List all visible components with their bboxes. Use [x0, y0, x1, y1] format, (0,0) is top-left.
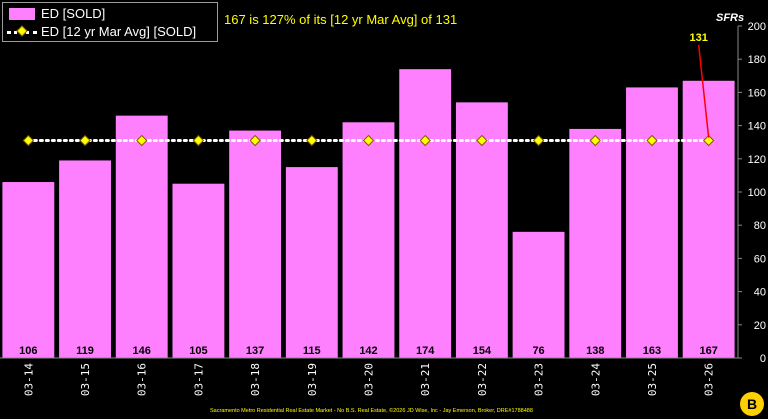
bar-03-24 — [569, 128, 622, 358]
average-marker-03-22 — [476, 134, 488, 147]
x-tick-label-03-18: 03-18 — [249, 363, 262, 396]
y-tick-label-200: 200 — [748, 21, 766, 33]
bar-03-19 — [285, 167, 338, 358]
bar-03-18 — [229, 130, 282, 358]
y-tick-label-40: 40 — [754, 287, 766, 299]
bar-label-03-16: 146 — [133, 345, 151, 357]
average-marker-03-17 — [192, 134, 205, 147]
legend: ED [SOLD] ED [12 yr Mar Avg] [SOLD] — [2, 2, 218, 42]
y-tick-label-100: 100 — [748, 187, 766, 199]
bar-label-03-23: 76 — [532, 345, 544, 357]
legend-swatch-bar — [9, 8, 35, 20]
callout-label: 131 — [689, 32, 707, 44]
chart-annotation: 167 is 127% of its [12 yr Mar Avg] of 13… — [224, 12, 458, 27]
x-tick-label-03-24: 03-24 — [589, 363, 602, 396]
x-tick-label-03-26: 03-26 — [703, 363, 716, 396]
bar-label-03-20: 142 — [359, 345, 377, 357]
x-tick-label-03-16: 03-16 — [136, 363, 149, 396]
x-tick-label-03-17: 03-17 — [192, 363, 205, 396]
y-tick-label-180: 180 — [748, 54, 766, 66]
x-tick-label-03-23: 03-23 — [533, 363, 546, 396]
average-line-group — [22, 134, 715, 147]
bar-03-16 — [115, 115, 168, 358]
average-marker-03-21 — [419, 134, 431, 147]
x-tick-label-03-21: 03-21 — [419, 363, 432, 396]
bar-03-17 — [172, 183, 225, 358]
average-marker-03-14 — [22, 134, 35, 147]
bar-label-03-19: 115 — [303, 345, 321, 357]
average-marker-03-16 — [136, 134, 148, 147]
bar-label-03-21: 174 — [416, 345, 435, 357]
y-tick-label-80: 80 — [754, 220, 766, 232]
x-tick-label-03-22: 03-22 — [476, 363, 489, 396]
bar-03-20 — [342, 122, 395, 358]
legend-label-sold: ED [SOLD] — [41, 6, 106, 21]
bar-03-23 — [512, 231, 565, 358]
y-axis: 0 20 40 60 80 100 120 140 160 180 200 — [737, 21, 766, 365]
bar-03-26 — [682, 80, 735, 358]
average-marker-03-25 — [646, 134, 658, 147]
y-tick-label-160: 160 — [748, 87, 766, 99]
footer-credit: Sacramento Metro Residential Real Estate… — [210, 408, 533, 414]
bar-03-15 — [59, 160, 111, 358]
average-marker-03-26 — [702, 134, 715, 147]
bar-label-03-14: 106 — [19, 345, 37, 357]
bar-label-03-24: 138 — [586, 345, 604, 357]
bar-label-03-15: 119 — [76, 345, 94, 357]
average-marker-03-18 — [249, 134, 261, 147]
callout-pointer — [697, 44, 710, 138]
bar-label-03-18: 137 — [246, 345, 264, 357]
average-marker-03-23 — [532, 134, 545, 147]
brand-logo-icon: B — [740, 392, 764, 416]
x-tick-label-03-19: 03-19 — [306, 363, 319, 396]
bar-03-25 — [626, 87, 678, 359]
y-axis-units-label: SFRs — [716, 12, 745, 24]
legend-label-average: ED [12 yr Mar Avg] [SOLD] — [41, 24, 197, 39]
average-marker-03-15 — [79, 134, 91, 147]
bar-03-14 — [2, 182, 55, 358]
x-tick-label-03-14: 03-14 — [22, 363, 35, 396]
x-axis: 03-14 03-15 03-16 03-17 03-18 03-19 03-20 03-21… — [0, 357, 738, 396]
x-tick-label-03-20: 03-20 — [363, 363, 376, 396]
bar-label-03-22: 154 — [473, 345, 492, 357]
legend-item-average: ED [12 yr Mar Avg] [SOLD] — [3, 23, 215, 41]
x-tick-label-03-15: 03-15 — [79, 363, 92, 396]
bars-group — [2, 69, 735, 359]
bar-labels-group: 106 119 146 105 137 115 142 174 154 76 138 163 167 — [19, 345, 718, 357]
bar-label-03-25: 163 — [643, 345, 661, 357]
y-tick-label-20: 20 — [754, 320, 766, 332]
y-tick-label-120: 120 — [748, 154, 766, 166]
legend-item-sold: ED [SOLD] — [3, 5, 215, 23]
y-tick-label-0: 0 — [760, 353, 766, 365]
x-tick-label-03-25: 03-25 — [646, 363, 659, 396]
average-marker-03-24 — [589, 134, 601, 147]
average-marker-03-20 — [362, 134, 375, 147]
y-tick-label-60: 60 — [754, 253, 766, 265]
y-tick-label-140: 140 — [748, 121, 766, 133]
bar-03-21 — [399, 69, 452, 358]
bar-label-03-26: 167 — [699, 345, 717, 357]
bar-label-03-17: 105 — [189, 345, 207, 357]
average-marker-03-19 — [306, 134, 318, 147]
callout-group: 131 — [689, 32, 710, 138]
